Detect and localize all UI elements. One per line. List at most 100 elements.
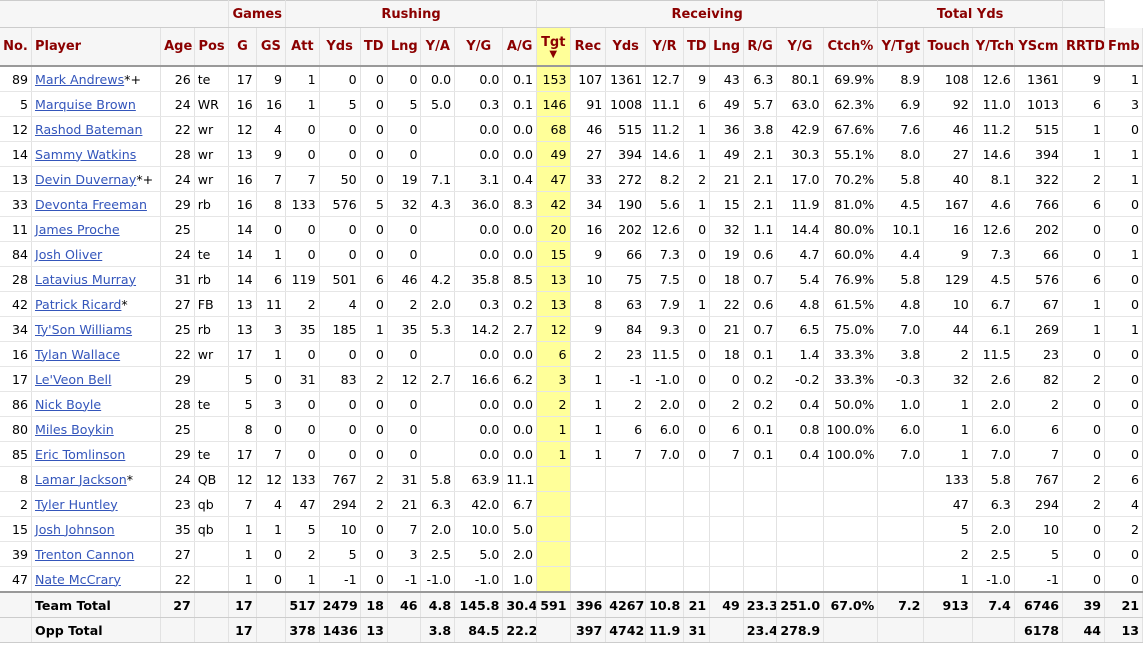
stat-cell: 0.0 [502, 116, 537, 142]
stat-cell: 40 [923, 166, 973, 192]
table-row: 14 Sammy Watkins 28 wr 13 9 0 0 0 0 0.0 0.0 49 27 394 1… [0, 141, 1143, 167]
player-link[interactable]: Miles Boykin [34, 421, 114, 437]
stat-cell: 0.4 [776, 391, 824, 417]
stat-cell: 17 [228, 341, 257, 367]
player-link[interactable]: Latavius Murray [34, 271, 137, 287]
total-cell [536, 617, 571, 643]
stat-cell: 7.0 [645, 441, 684, 467]
stat-cell: -1.0 [454, 566, 504, 593]
column-header[interactable]: TD [360, 27, 388, 67]
column-header[interactable]: Pos [194, 27, 230, 67]
player-link[interactable]: Le'Veon Bell [34, 371, 112, 387]
stat-cell: 0 [387, 141, 422, 167]
stat-cell: 26 [160, 66, 195, 92]
column-header[interactable]: Player [31, 27, 162, 67]
player-number: 8 [0, 466, 32, 492]
stat-cell: 0 [1062, 216, 1105, 242]
player-link[interactable]: Devin Duvernay [34, 171, 137, 187]
stat-cell: 31 [285, 366, 320, 392]
column-header[interactable]: Lng [709, 27, 744, 67]
player-link[interactable]: Ty'Son Williams [34, 321, 133, 337]
stat-cell [776, 516, 824, 542]
player-link[interactable]: Mark Andrews [34, 71, 125, 87]
stat-cell: 0 [1104, 416, 1143, 442]
stat-cell [536, 541, 571, 567]
stat-cell: 0.0 [420, 66, 456, 92]
stat-cell [420, 116, 456, 142]
column-header[interactable]: Touch [923, 27, 973, 67]
player-number: 12 [0, 116, 32, 142]
player-link[interactable]: Nick Boyle [34, 396, 102, 412]
stat-cell [877, 466, 925, 492]
stat-cell: 67.6% [823, 116, 879, 142]
stat-cell: 8.2 [645, 166, 684, 192]
player-link[interactable]: Josh Johnson [34, 521, 115, 537]
table-row: 86 Nick Boyle 28 te 5 3 0 0 0 0 0.0 0.0 2 1 2 2.0 0 2 0.2 0… [0, 391, 1143, 417]
player-link[interactable]: Nate McCrary [34, 571, 121, 587]
column-header[interactable]: Y/A [420, 27, 456, 67]
column-header[interactable]: Y/Tgt [877, 27, 925, 67]
player-number: 84 [0, 241, 32, 267]
column-header[interactable]: Yds [605, 27, 647, 67]
table-row: 5 Marquise Brown 24 WR 16 16 1 5 0 5 5.0 0.3 0.1 146 9… [0, 91, 1143, 117]
column-header[interactable]: Y/R [645, 27, 684, 67]
stat-cell: 14.4 [776, 216, 824, 242]
player-link[interactable]: Josh Oliver [34, 246, 103, 262]
player-link[interactable]: Trenton Cannon [34, 546, 135, 562]
column-header[interactable]: Fmb [1104, 27, 1143, 67]
stat-cell [420, 216, 456, 242]
stat-cell: 12 [256, 466, 287, 492]
stat-cell: 0 [1104, 541, 1143, 567]
column-header[interactable]: Y/Tch [972, 27, 1015, 67]
player-link[interactable]: Devonta Freeman [34, 196, 147, 212]
stat-cell: 1 [1104, 241, 1143, 267]
column-header[interactable]: Att [285, 27, 320, 67]
stat-cell: 7.0 [972, 441, 1015, 467]
total-label: Opp Total [31, 617, 162, 643]
stat-cell: 4.5 [877, 191, 925, 217]
column-header[interactable]: TD [683, 27, 711, 67]
stat-cell: 1.0 [502, 566, 537, 593]
column-header[interactable]: G [228, 27, 257, 67]
stat-cell: 2 [1062, 366, 1105, 392]
player-link[interactable]: James Proche [34, 221, 120, 237]
stat-cell [743, 491, 778, 517]
player-link[interactable]: Lamar Jackson [34, 471, 127, 487]
column-header[interactable]: Y/G [454, 27, 504, 67]
table-row: 47 Nate McCrary 22 1 0 1 -1 0 -1 -1.0 -1.0 1.0 1 -1.0… [0, 566, 1143, 593]
column-header[interactable]: Y/G [776, 27, 824, 67]
stat-cell: 6 [683, 91, 711, 117]
stat-cell: 5 [1014, 541, 1064, 567]
stat-cell: -1.0 [645, 366, 684, 392]
player-link[interactable]: Patrick Ricard [34, 296, 122, 312]
column-header[interactable]: A/G [502, 27, 537, 67]
total-cell: 2479 [319, 591, 361, 618]
player-link[interactable]: Tyler Huntley [34, 496, 118, 512]
column-header[interactable]: Rec [570, 27, 607, 67]
column-header[interactable]: GS [256, 27, 287, 67]
total-cell: 4267 [605, 591, 647, 618]
stat-cell: 8 [570, 291, 607, 317]
column-header[interactable]: Yds [319, 27, 361, 67]
player-link[interactable]: Tylan Wallace [34, 346, 121, 362]
column-header-tgt[interactable]: Tgt ▼ [536, 27, 571, 67]
player-link[interactable]: Rashod Bateman [34, 121, 143, 137]
player-link[interactable]: Sammy Watkins [34, 146, 137, 162]
stat-cell: 5 [360, 191, 388, 217]
stat-cell: 7 [1014, 441, 1064, 467]
player-link[interactable]: Eric Tomlinson [34, 446, 126, 462]
column-header[interactable]: Ctch% [823, 27, 879, 67]
stat-cell: 6.0 [972, 416, 1015, 442]
column-header[interactable]: Lng [387, 27, 422, 67]
column-header[interactable]: R/G [743, 27, 778, 67]
stat-cell: 0 [1104, 191, 1143, 217]
stat-cell: FB [194, 291, 230, 317]
stat-cell: 3.8 [743, 116, 778, 142]
stat-cell [570, 566, 607, 593]
column-header[interactable]: No. [0, 27, 32, 67]
column-header[interactable]: YScm [1014, 27, 1064, 67]
total-row: Opp Total 17 378 1436 13 3.8 84.5 22.2 397 4742 11… [0, 617, 1143, 643]
column-header[interactable]: Age [160, 27, 195, 67]
column-header[interactable]: RRTD [1062, 27, 1105, 67]
player-link[interactable]: Marquise Brown [34, 96, 136, 112]
